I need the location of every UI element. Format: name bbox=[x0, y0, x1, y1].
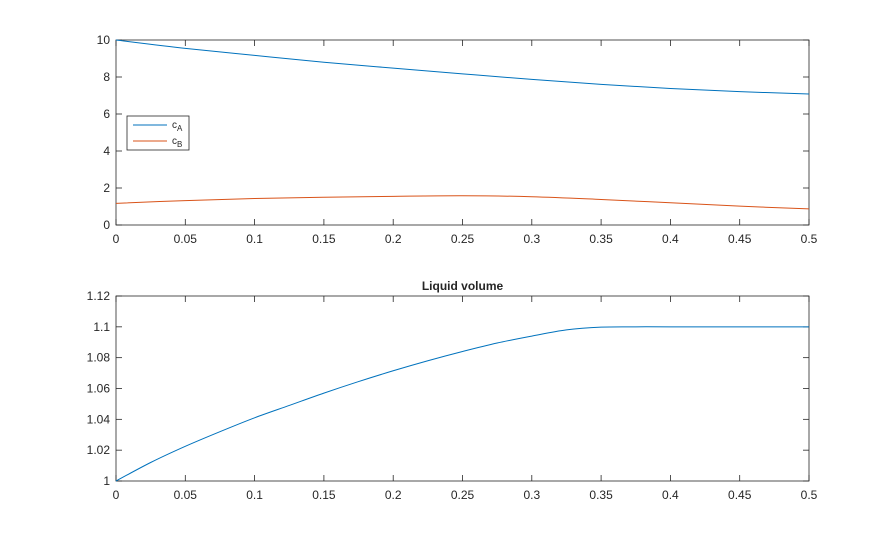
x-tick-label: 0 bbox=[113, 232, 120, 246]
x-tick-label: 0.4 bbox=[662, 232, 679, 246]
axes-box-bottom bbox=[115, 295, 810, 482]
x-tick-label: 0.25 bbox=[451, 488, 475, 502]
y-tick-label: 1.1 bbox=[93, 320, 110, 334]
y-tick-label: 8 bbox=[103, 70, 110, 84]
legend-label-cB: cB bbox=[172, 136, 182, 149]
axes-title: Liquid volume bbox=[422, 279, 504, 293]
y-tick-label: 4 bbox=[103, 144, 110, 158]
x-tick-label: 0.4 bbox=[662, 488, 679, 502]
x-tick-label: 0.35 bbox=[589, 232, 613, 246]
y-tick-label: 1.12 bbox=[87, 289, 111, 303]
x-tick-label: 0 bbox=[113, 488, 120, 502]
y-tick-label: 6 bbox=[103, 107, 110, 121]
legend-label-subscript: B bbox=[177, 140, 182, 149]
x-tick-label: 0.5 bbox=[801, 232, 818, 246]
x-tick-label: 0.3 bbox=[523, 488, 540, 502]
x-tick-label: 0.15 bbox=[312, 488, 336, 502]
y-tick-label: 1 bbox=[103, 474, 110, 488]
x-tick-label: 0.5 bbox=[801, 488, 818, 502]
axes-box-top bbox=[115, 39, 810, 226]
x-tick-label: 0.25 bbox=[451, 232, 475, 246]
x-tick-label: 0.35 bbox=[589, 488, 613, 502]
series-line-cB bbox=[115, 195, 810, 210]
x-tick-label: 0.05 bbox=[174, 232, 198, 246]
x-tick-label: 0.1 bbox=[246, 488, 263, 502]
y-tick-label: 0 bbox=[103, 218, 110, 232]
series-line-cA bbox=[115, 39, 810, 95]
x-tick-label: 0.2 bbox=[385, 232, 402, 246]
y-tick-label: 1.04 bbox=[87, 412, 111, 426]
legend-label-subscript: A bbox=[177, 124, 183, 133]
legend-label-base: c bbox=[172, 136, 177, 147]
x-tick-label: 0.2 bbox=[385, 488, 402, 502]
x-tick-label: 0.15 bbox=[312, 232, 336, 246]
x-tick-label: 0.1 bbox=[246, 232, 263, 246]
legend-box bbox=[126, 115, 190, 151]
x-tick-label: 0.45 bbox=[728, 232, 752, 246]
x-tick-label: 0.3 bbox=[523, 232, 540, 246]
series-line-volume bbox=[115, 326, 809, 482]
y-tick-label: 10 bbox=[97, 33, 111, 47]
y-tick-label: 1.06 bbox=[87, 382, 111, 396]
y-tick-label: 1.02 bbox=[87, 443, 111, 457]
x-tick-label: 0.45 bbox=[728, 488, 752, 502]
y-tick-label: 1.08 bbox=[87, 351, 111, 365]
axes-bottom: 0 0.05 0.1 0.15 0.2 0.25 0.3 0.35 0.4 0.45 0.5 1 1.0… bbox=[87, 279, 818, 502]
x-tick-label: 0.05 bbox=[174, 488, 198, 502]
legend-label-base: c bbox=[172, 120, 177, 131]
y-tick-label: 2 bbox=[103, 181, 110, 195]
legend-label-cA: cA bbox=[172, 120, 183, 133]
axes-top: 0 0.05 0.1 0.15 0.2 0.25 0.3 0.35 0.4 0.45 0.5 0 2 4 6… bbox=[97, 33, 818, 246]
